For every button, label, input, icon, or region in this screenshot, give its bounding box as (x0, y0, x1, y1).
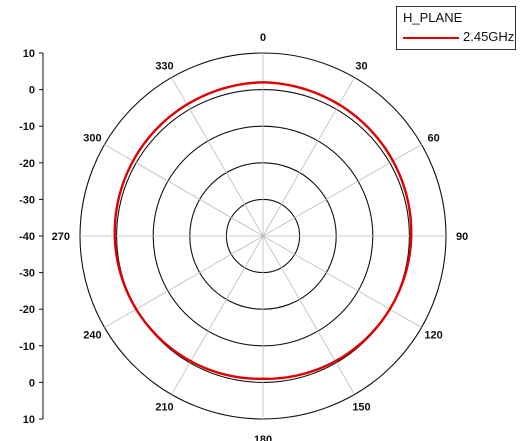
angle-label-60: 60 (427, 133, 439, 145)
angle-label-270: 270 (52, 231, 70, 243)
legend-entry-label: 2.45GHz (463, 29, 515, 44)
spoke-120 (262, 235, 422, 328)
spoke-330 (171, 77, 264, 237)
radial-tick-label-lower-2: -10 (19, 341, 35, 353)
angle-label-210: 210 (155, 402, 173, 414)
radial-tick-label-upper-5: -40 (19, 231, 35, 243)
angle-label-120: 120 (424, 330, 442, 342)
radial-tick-label-lower-4: 10 (23, 414, 35, 426)
series-layer (113, 81, 413, 380)
radial-tick-label-upper-3: -20 (19, 158, 35, 170)
spoke-30 (262, 77, 355, 237)
radial-tick-label-lower-3: 0 (29, 377, 35, 389)
angle-label-150: 150 (352, 402, 370, 414)
series-line-0 (113, 81, 413, 380)
legend-swatch-line (403, 37, 459, 39)
radial-axis-line (39, 52, 44, 420)
angle-spokes (80, 53, 446, 419)
angle-label-30: 30 (355, 60, 367, 72)
spoke-240 (104, 235, 264, 328)
angle-label-180: 180 (254, 434, 272, 441)
angle-tick-labels: 0 30 60 90 120 150 180 210 240 270 300 330 (52, 32, 469, 441)
radial-tick-label-upper-0: 10 (23, 48, 35, 60)
radial-tick-label-upper-2: -10 (19, 121, 35, 133)
legend: H_PLANE 2.45GHz (396, 6, 516, 50)
radial-tick-label-upper-4: -30 (19, 194, 35, 206)
spoke-210 (171, 235, 264, 395)
spoke-150 (262, 235, 355, 395)
radial-tick-label-lower-0: -30 (19, 268, 35, 280)
spoke-60 (262, 144, 422, 237)
radial-tick-label-lower-1: -20 (19, 304, 35, 316)
legend-title: H_PLANE (403, 10, 463, 25)
angle-label-240: 240 (83, 330, 101, 342)
angle-label-0: 0 (260, 32, 266, 44)
angle-label-300: 300 (83, 133, 101, 145)
angle-label-90: 90 (456, 231, 468, 243)
radial-tick-labels: 10 0 -10 -20 -30 -40 -30 -20 -10 0 10 (19, 48, 35, 426)
angle-label-330: 330 (155, 60, 173, 72)
spoke-300 (104, 144, 264, 237)
radial-tick-label-upper-1: 0 (29, 85, 35, 97)
